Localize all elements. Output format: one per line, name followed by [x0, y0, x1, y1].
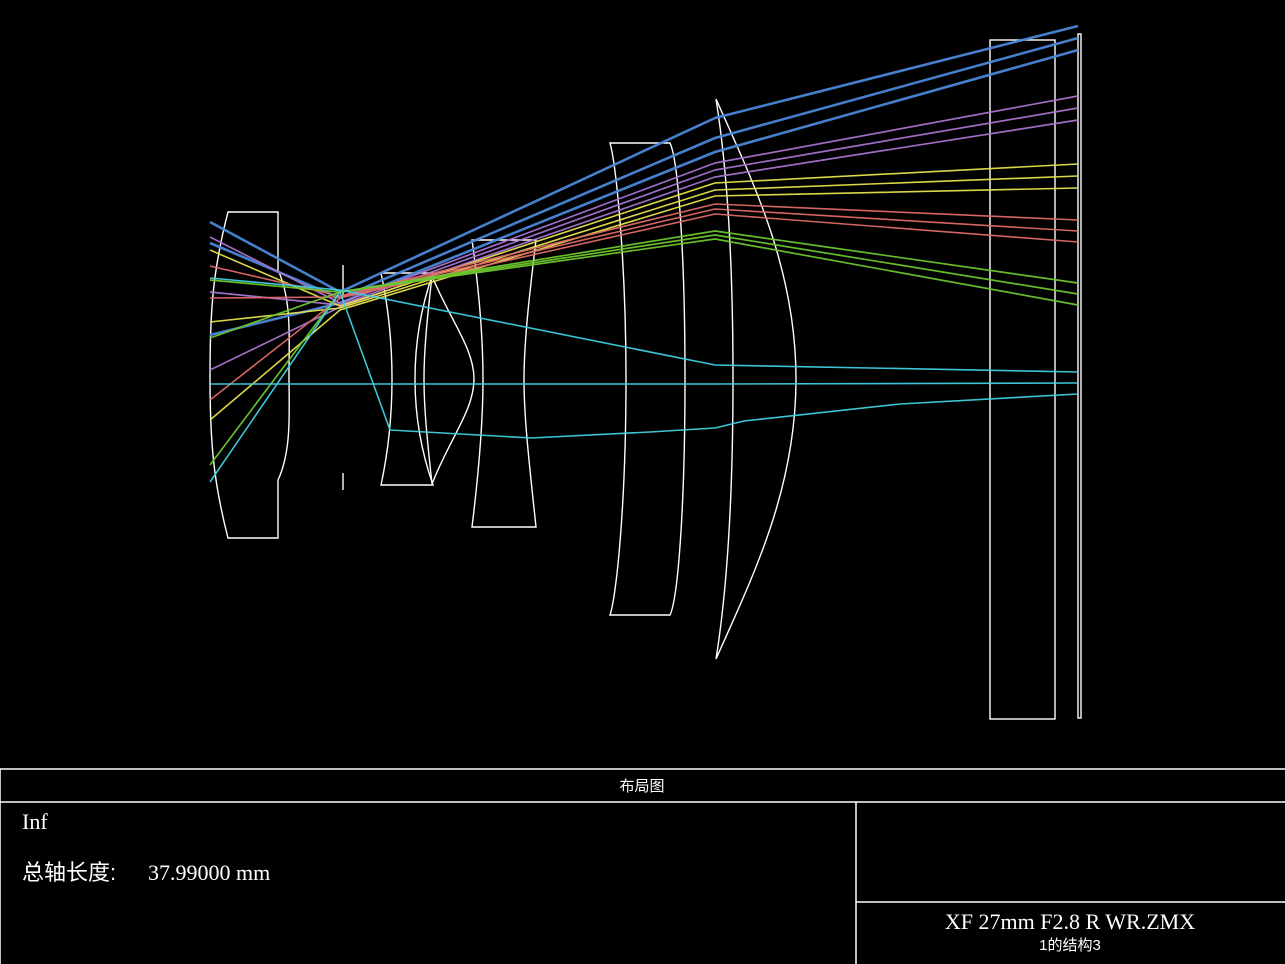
svg-text:37.99000 mm: 37.99000 mm	[148, 860, 270, 885]
svg-text:Inf: Inf	[22, 809, 48, 834]
svg-text:布局图: 布局图	[619, 778, 664, 795]
svg-text:XF 27mm F2.8 R WR.ZMX: XF 27mm F2.8 R WR.ZMX	[945, 909, 1195, 934]
svg-text:1的结构3: 1的结构3	[1039, 937, 1101, 954]
svg-text:总轴长度:: 总轴长度:	[22, 860, 116, 885]
